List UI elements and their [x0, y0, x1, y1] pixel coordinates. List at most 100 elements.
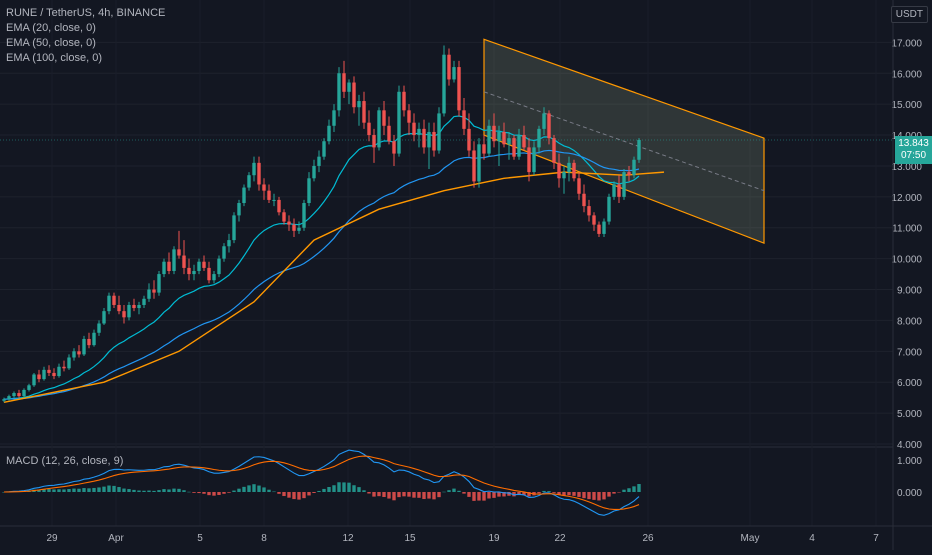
candle-body	[362, 101, 366, 123]
candle-body	[102, 311, 106, 324]
macd-histogram-bar	[252, 484, 256, 492]
macd-histogram-bar	[432, 492, 436, 500]
candle-body	[32, 374, 36, 386]
symbol-title[interactable]: RUNE / TetherUS, 4h, BINANCE	[6, 7, 166, 19]
candle-body	[47, 369, 51, 373]
macd-histogram-bar	[372, 492, 376, 497]
ema-100-line	[3, 171, 665, 403]
candle-body	[567, 162, 571, 173]
candle-body	[42, 369, 46, 380]
candle-body	[582, 193, 586, 207]
price-tick-label: 17.000	[891, 38, 922, 49]
candle-body	[557, 162, 561, 179]
macd-histogram-bar	[112, 485, 116, 492]
macd-histogram-bar	[572, 492, 576, 496]
time-tick-label: 7	[873, 533, 879, 544]
candle-body	[522, 135, 526, 148]
candle-body	[497, 131, 501, 142]
candle-body	[467, 128, 471, 151]
macd-histogram-bar	[127, 489, 131, 492]
candle-body	[492, 125, 496, 142]
ema-50-label[interactable]: EMA (50, close, 0)	[6, 37, 96, 49]
time-tick-label: 22	[554, 533, 566, 544]
time-axis: 29 Apr 5 8 12 15 19 22 26 May 4 7	[0, 525, 932, 544]
macd-histogram-bar	[442, 491, 446, 493]
candle-body	[112, 295, 116, 305]
macd-histogram-bar	[477, 492, 481, 501]
macd-histogram-bar	[492, 492, 496, 498]
candle-body	[302, 203, 306, 228]
candle-body	[442, 54, 446, 114]
macd-histogram-bar	[242, 486, 246, 492]
candle-body	[257, 162, 261, 185]
candle-body	[317, 156, 321, 166]
candle-body	[367, 122, 371, 136]
macd-histogram-bar	[262, 487, 266, 492]
macd-histogram-bar	[302, 492, 306, 499]
macd-histogram-bar	[237, 488, 241, 492]
macd-histogram-bar	[352, 485, 356, 492]
candle-body	[312, 165, 316, 179]
macd-histogram-bar	[227, 492, 231, 493]
macd-histogram-bar	[437, 492, 441, 498]
bar-countdown: 07:50	[900, 150, 927, 161]
candle-body	[407, 110, 411, 123]
time-tick-label: Apr	[108, 533, 124, 544]
macd-histogram-bar	[522, 492, 526, 495]
macd-histogram-bar	[337, 482, 341, 492]
macd-label[interactable]: MACD (12, 26, close, 9)	[6, 455, 124, 467]
candle-body	[397, 91, 401, 154]
candle-body	[172, 249, 176, 271]
candle-body	[17, 393, 21, 397]
macd-histogram-bar	[117, 487, 121, 492]
macd-histogram-bar	[327, 486, 331, 492]
candle-body	[507, 138, 511, 145]
candle-body	[527, 147, 531, 173]
macd-histogram-bar	[592, 492, 596, 500]
candles	[0, 45, 893, 403]
candle-body	[447, 54, 451, 80]
candle-body	[502, 131, 506, 145]
macd-histogram-bar	[557, 492, 561, 495]
macd-histogram-bar	[87, 488, 91, 492]
macd-histogram-bar	[122, 488, 126, 492]
candle-body	[87, 338, 91, 346]
candle-body	[52, 372, 56, 377]
macd-histogram-bar	[267, 489, 271, 492]
candle-body	[292, 224, 296, 231]
candle-body	[532, 147, 536, 173]
candle-body	[77, 351, 81, 355]
macd-histogram-bar	[502, 492, 506, 497]
candle-body	[277, 199, 281, 213]
macd-histogram-bar	[622, 489, 626, 492]
price-axis: 17.00016.00015.00014.00013.00012.00011.0…	[891, 0, 922, 550]
candle-body	[412, 122, 416, 136]
macd-histogram-bar	[277, 492, 281, 494]
ema-100-label[interactable]: EMA (100, close, 0)	[6, 52, 102, 64]
candle-body	[487, 125, 491, 154]
candle-body	[182, 255, 186, 268]
candle-body	[287, 221, 291, 225]
candle-body	[117, 304, 121, 312]
currency-badge[interactable]: USDT	[890, 6, 928, 23]
macd-histogram-bar	[287, 492, 291, 498]
macd-histogram-bar	[57, 489, 61, 492]
time-tick-label: 19	[488, 533, 500, 544]
macd-histogram-bar	[67, 489, 71, 492]
indicator-legend: RUNE / TetherUS, 4h, BINANCE EMA (20, cl…	[6, 6, 165, 66]
macd-histogram-bar	[347, 482, 351, 492]
macd-histogram-bar	[537, 492, 541, 494]
macd-histogram-bar	[597, 492, 601, 501]
macd-histogram-bar	[137, 490, 141, 492]
macd-histogram-bar	[487, 492, 491, 499]
macd-histogram-bar	[602, 492, 606, 500]
ema-20-label[interactable]: EMA (20, close, 0)	[6, 22, 96, 34]
signal-line	[3, 455, 640, 511]
channel-midline	[483, 91, 765, 192]
candle-body	[167, 261, 171, 271]
candle-body	[202, 261, 206, 268]
macd-histogram-bar	[377, 492, 381, 497]
macd-histogram-bar	[222, 492, 226, 494]
